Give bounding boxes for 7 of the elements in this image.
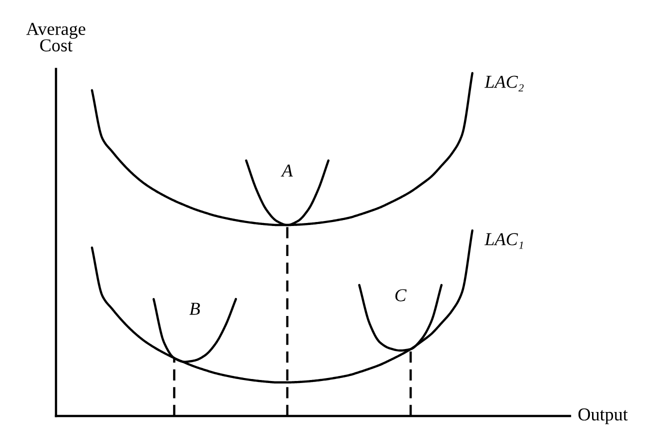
- series-label: A: [280, 164, 293, 176]
- series-label: LAC₁: [484, 233, 523, 249]
- y-axis-title: Average Cost: [26, 22, 86, 52]
- text: Output: [578, 408, 628, 424]
- series-label: LAC₂: [484, 76, 524, 92]
- series-label: B: [189, 302, 200, 315]
- series-label: C: [395, 289, 407, 302]
